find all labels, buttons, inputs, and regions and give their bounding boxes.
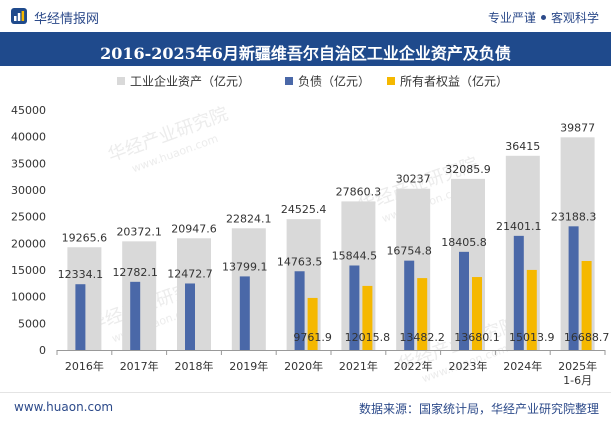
y-tick-label: 5000 [18,317,46,330]
bar-liabilities [513,235,524,350]
legend-label: 工业企业资产（亿元） [130,74,250,89]
bar-liabilities [239,276,250,350]
x-tick-label: 2020年 [284,359,323,373]
title-bar [0,32,611,66]
bar-liabilities [294,271,305,350]
bar-liabilities [349,265,360,350]
bar-equity [417,278,428,350]
label-equity: 13482.2 [399,331,445,344]
bar-equity [362,285,373,350]
x-tick-label: 2022年 [394,359,433,373]
brand-name: 华经情报网 [34,12,100,27]
y-tick-label: 30000 [11,184,46,197]
bar-liabilities [130,281,141,350]
label-equity: 15013.9 [509,331,555,344]
x-axis: 2016年 2017年 2018年 2019年 2020年 2021年 2022年 2023年… [56,350,606,387]
bar-liabilities [568,226,579,350]
bar-equity [472,277,482,350]
tagline-objective: 客观科学 [550,11,599,25]
bars-layer: 19265.6 12334.1 20372.1 12782.1 20947.6 12472… [58,121,610,350]
y-axis: 0 5000 10000 15000 20000 25000 30000 35000 40000… [11,104,46,357]
label-assets: 20947.6 [171,222,217,235]
y-tick-label: 15000 [11,264,46,277]
label-assets: 19265.6 [62,231,108,244]
huajing-logo-icon [11,8,27,24]
label-assets: 27860.3 [336,185,382,198]
x-tick-label: 2021年 [339,359,378,373]
chart-legend: 工业企业资产（亿元） 负债（亿元） 所有者权益（亿元） [117,74,508,89]
legend-label: 负债（亿元） [298,74,370,89]
y-tick-label: 45000 [11,104,46,117]
label-assets: 24525.4 [281,203,327,216]
y-tick-label: 35000 [11,157,46,170]
x-tick-label: 2024年 [503,359,542,373]
label-liabilities: 13799.1 [222,260,268,273]
x-tick-label: 2016年 [65,359,104,373]
x-tick-label: 1-6月 [563,374,592,387]
label-equity: 16688.7 [564,331,610,344]
label-assets: 36415 [505,140,540,153]
label-liabilities: 14763.5 [277,255,323,268]
label-assets: 20372.1 [116,225,162,238]
label-equity: 12015.8 [345,331,391,344]
footer-url: www.huaon.com [14,400,114,414]
legend-label: 所有者权益（亿元） [400,74,508,89]
label-liabilities: 16754.8 [386,245,432,258]
label-assets: 32085.9 [445,163,491,176]
label-liabilities: 18405.8 [441,236,487,249]
label-liabilities: 12782.1 [112,266,158,279]
x-tick-label: 2023年 [449,359,488,373]
data-source: 数据来源：国家统计局，华经产业研究院整理 [358,402,599,416]
chart-title: 2016-2025年6月新疆维吾尔自治区工业企业资产及负债 [100,44,511,63]
bar-liabilities [404,260,415,350]
label-assets: 22824.1 [226,212,272,225]
tagline-professional: 专业严谨 [487,11,536,25]
legend-swatch [117,77,125,85]
footer-bar [0,392,611,426]
x-tick-label: 2017年 [120,359,159,373]
x-tick-label: 2025年 [558,359,597,373]
label-liabilities: 12472.7 [167,267,213,280]
bar-equity [581,260,592,350]
y-tick-label: 25000 [11,211,46,224]
label-assets: 30237 [396,173,431,186]
label-liabilities: 21401.1 [496,220,542,233]
label-equity: 9761.9 [293,331,332,344]
bar-equity [526,269,537,350]
label-assets: 39877 [560,121,595,134]
x-tick-label: 2018年 [175,359,214,373]
label-liabilities: 23188.3 [551,210,597,223]
y-tick-label: 10000 [11,291,46,304]
y-tick-label: 0 [39,344,46,357]
bar-liabilities [185,283,195,350]
label-liabilities: 12334.1 [58,268,104,281]
x-tick-label: 2019年 [229,359,268,373]
bar-liabilities [75,284,86,350]
legend-swatch [387,77,395,85]
legend-swatch [285,77,293,85]
tagline: 专业严谨 客观科学 [488,9,599,26]
label-liabilities: 15844.5 [332,249,378,262]
label-equity: 13680.1 [454,331,500,344]
bar-liabilities [459,251,469,350]
y-tick-label: 20000 [11,237,46,250]
bar-equity [307,297,318,350]
top-header [0,0,611,32]
y-tick-label: 40000 [11,131,46,144]
separator-dot-icon [540,15,546,20]
